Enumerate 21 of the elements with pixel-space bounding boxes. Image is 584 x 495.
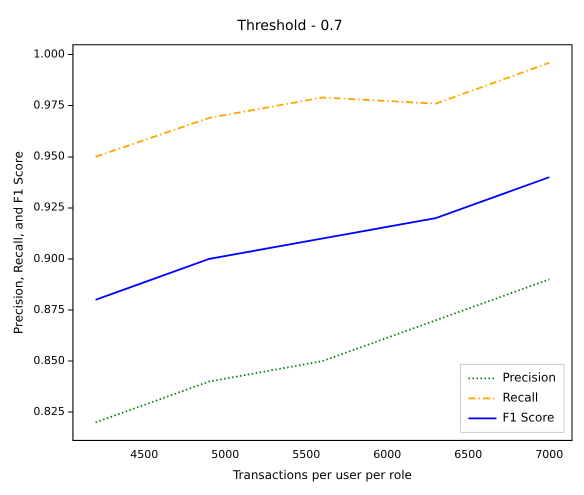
y-tick-label: 0.900 bbox=[33, 252, 65, 265]
y-tick-label: 0.950 bbox=[33, 150, 65, 163]
line-series bbox=[94, 62, 550, 158]
x-tick-label: 7000 bbox=[535, 448, 564, 461]
x-tick-label: 5500 bbox=[292, 448, 320, 461]
legend-label: F1 Score bbox=[502, 410, 554, 425]
y-axis-title: Precision, Recall, and F1 Score bbox=[11, 151, 26, 334]
y-tick-label: 0.975 bbox=[33, 98, 65, 112]
x-tick-label: 6000 bbox=[373, 448, 402, 461]
y-tick-label: 0.875 bbox=[33, 302, 65, 316]
x-tick-label: 6500 bbox=[454, 448, 482, 461]
y-tick-label: 1.000 bbox=[33, 47, 65, 60]
y-tick-label: 0.825 bbox=[33, 405, 65, 418]
y-tick-label: 0.850 bbox=[33, 354, 65, 367]
y-tick-label: 0.925 bbox=[33, 200, 65, 214]
x-tick-label: 5000 bbox=[211, 448, 240, 461]
x-tick-label: 4500 bbox=[130, 448, 158, 461]
legend-label: Recall bbox=[502, 390, 538, 405]
chart-title: Threshold - 0.7 bbox=[236, 18, 343, 34]
x-axis-title: Transactions per user per role bbox=[232, 468, 412, 482]
legend-label: Precision bbox=[502, 370, 556, 385]
